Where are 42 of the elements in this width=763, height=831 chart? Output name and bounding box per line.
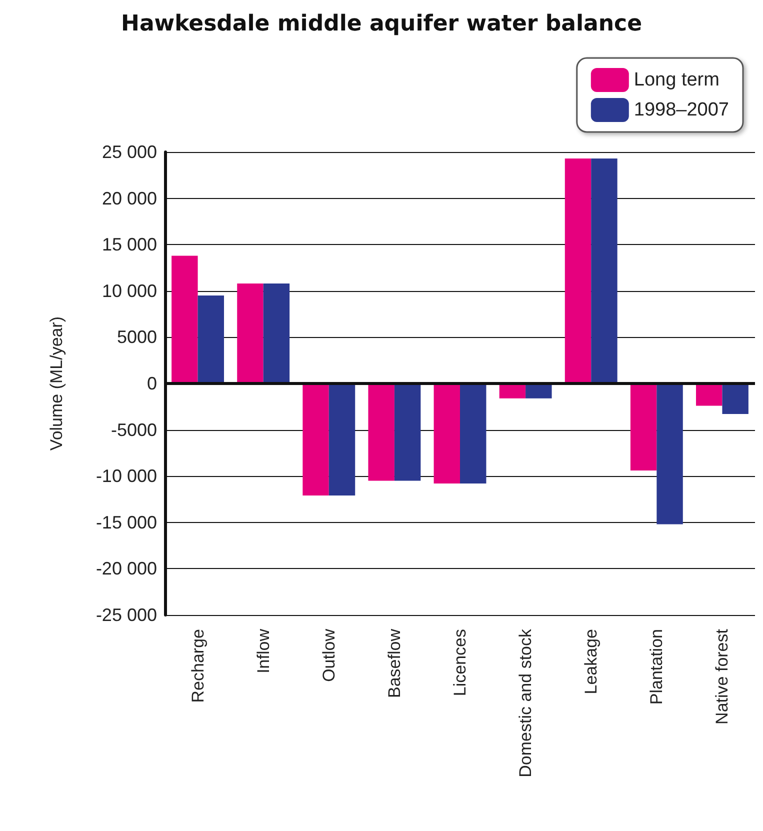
- y-tick-label: -10 000: [96, 466, 157, 486]
- bar: [263, 283, 290, 384]
- legend-label: Long term: [634, 70, 720, 90]
- x-tick-label: Domestic and stock: [516, 628, 536, 778]
- x-tick-label: Baseflow: [384, 628, 404, 698]
- bar: [591, 158, 618, 384]
- bar: [696, 384, 722, 406]
- bar: [302, 384, 329, 496]
- bar: [172, 256, 198, 384]
- y-tick-label: -15 000: [96, 512, 157, 532]
- bar: [564, 158, 592, 384]
- bar: [499, 384, 526, 398]
- bar: [198, 296, 224, 384]
- bar: [460, 384, 486, 484]
- x-tick-label: Outlow: [319, 628, 338, 682]
- y-tick-label: -5000: [110, 420, 157, 440]
- bar: [434, 384, 460, 484]
- chart-title: Hawkesdale middle aquifer water balance: [121, 12, 642, 36]
- y-tick-label: 15 000: [102, 234, 157, 255]
- bar: [394, 384, 421, 481]
- bar: [656, 384, 683, 524]
- y-axis-title: Volume (ML/year): [47, 316, 66, 451]
- y-tick-label: -20 000: [96, 558, 157, 579]
- x-tick-label: Licences: [450, 629, 470, 696]
- bar: [630, 384, 657, 471]
- x-tick-label: Recharge: [188, 629, 208, 703]
- y-tick-label: 0: [146, 374, 157, 394]
- x-tick-label: Native forest: [712, 628, 732, 724]
- bar: [328, 384, 356, 496]
- bar: [237, 283, 264, 384]
- legend-label: 1998–2007: [634, 100, 730, 120]
- x-tick-label: Leakage: [582, 629, 601, 694]
- bar: [722, 384, 748, 414]
- x-tick-label: Inflow: [254, 628, 273, 674]
- y-tick-label: 20 000: [102, 188, 157, 208]
- y-tick-label: -25 000: [96, 605, 157, 625]
- y-tick-label: 10 000: [102, 280, 157, 301]
- x-tick-label: Plantation: [647, 629, 666, 705]
- bar: [526, 384, 552, 398]
- y-tick-label: 5000: [116, 327, 157, 348]
- bar: [368, 384, 394, 481]
- y-tick-label: 25 000: [102, 142, 157, 162]
